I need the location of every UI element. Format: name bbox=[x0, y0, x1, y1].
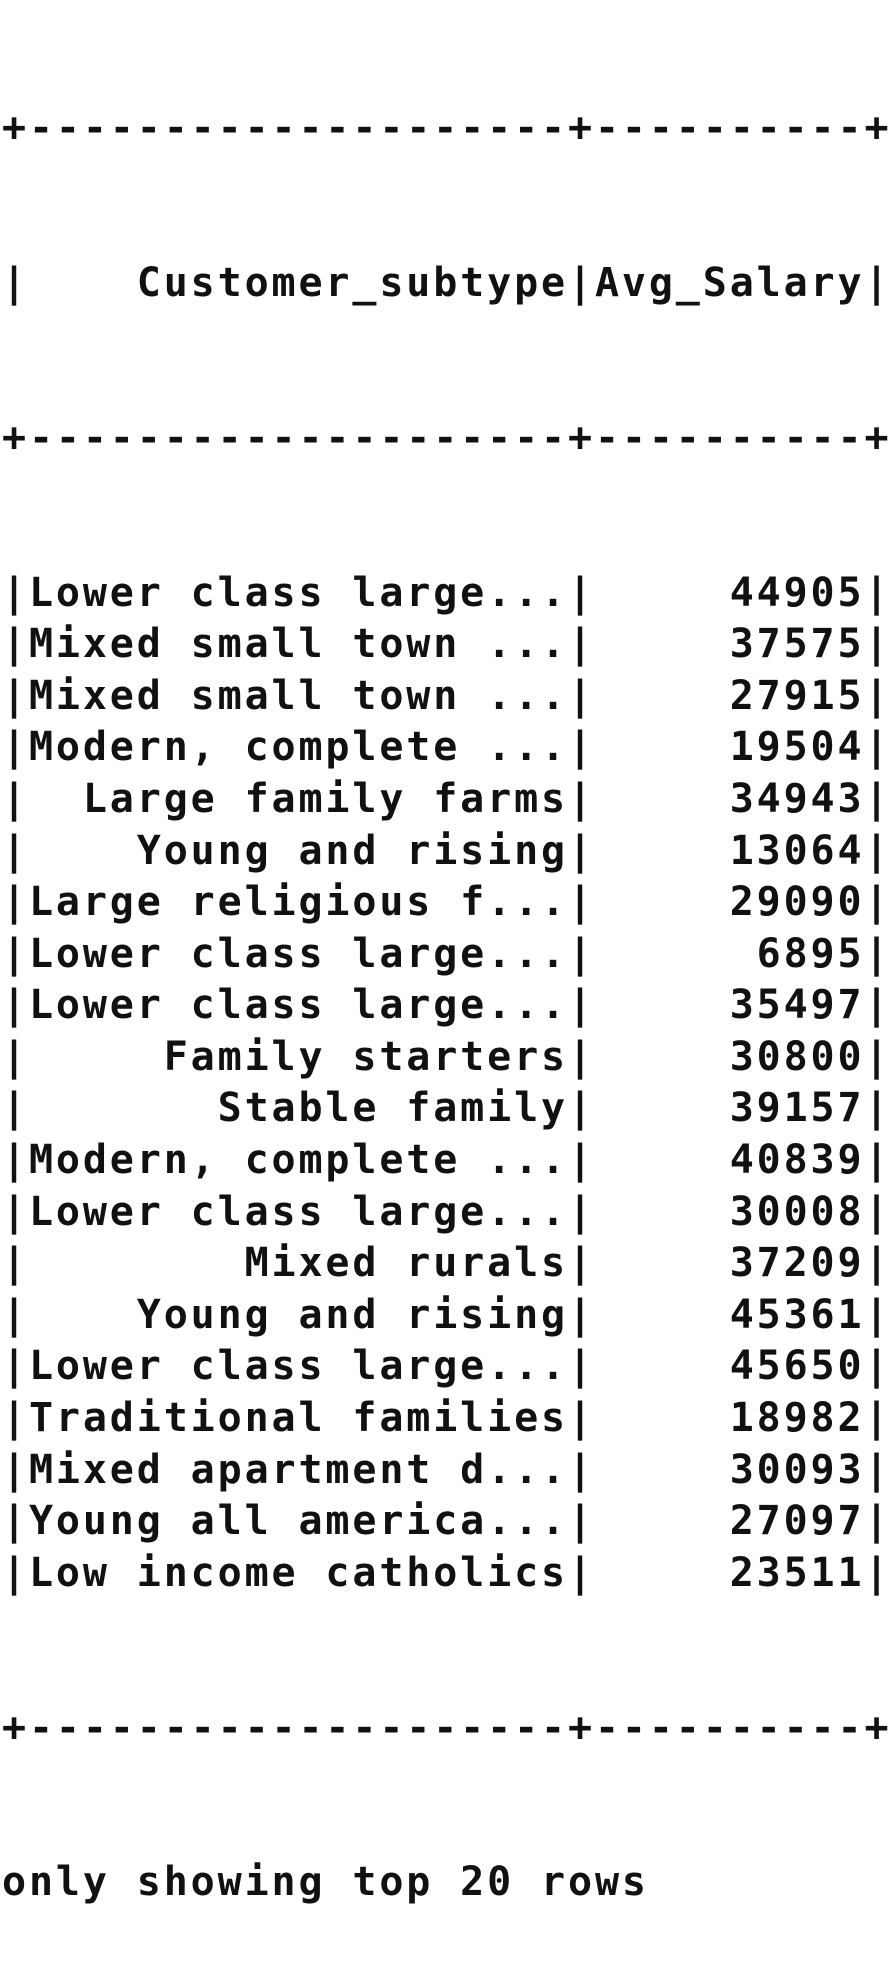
table-row: |Mixed small town ...| 37575| bbox=[2, 621, 889, 668]
table-row: | Family starters| 30800| bbox=[2, 1033, 889, 1080]
table-row: |Young all america...| 27097| bbox=[2, 1498, 889, 1545]
table-row: |Lower class large...| 30008| bbox=[2, 1188, 889, 1235]
table-row: |Mixed small town ...| 27915| bbox=[2, 672, 889, 719]
table-row: | Young and rising| 13064| bbox=[2, 827, 889, 874]
table-row: |Traditional families| 18982| bbox=[2, 1395, 889, 1442]
table-row: |Large religious f...| 29090| bbox=[2, 879, 889, 926]
table-header-row: | Customer_subtype|Avg_Salary| bbox=[2, 259, 889, 306]
table-row: |Lower class large...| 44905| bbox=[2, 569, 889, 616]
table-bottom-border: +--------------------+----------+ bbox=[2, 1704, 889, 1751]
table-top-border: +--------------------+----------+ bbox=[2, 105, 889, 152]
table-row: | Large family farms| 34943| bbox=[2, 775, 889, 822]
table-row: |Lower class large...| 35497| bbox=[2, 982, 889, 1029]
table-row: |Low income catholics| 23511| bbox=[2, 1549, 889, 1596]
table-row: | Young and rising| 45361| bbox=[2, 1291, 889, 1338]
table-body: |Lower class large...| 44905| |Mixed smal… bbox=[2, 568, 889, 1600]
table-row: | Stable family| 39157| bbox=[2, 1085, 889, 1132]
table-row: |Lower class large...| 45650| bbox=[2, 1343, 889, 1390]
table-header-border: +--------------------+----------+ bbox=[2, 414, 889, 461]
table-row: |Lower class large...| 6895| bbox=[2, 930, 889, 977]
footer-note: only showing top 20 rows bbox=[2, 1859, 649, 1906]
table-row: |Modern, complete ...| 19504| bbox=[2, 724, 889, 771]
table-row: |Modern, complete ...| 40839| bbox=[2, 1137, 889, 1184]
table-row: |Mixed apartment d...| 30093| bbox=[2, 1446, 889, 1493]
table-row: | Mixed rurals| 37209| bbox=[2, 1240, 889, 1287]
